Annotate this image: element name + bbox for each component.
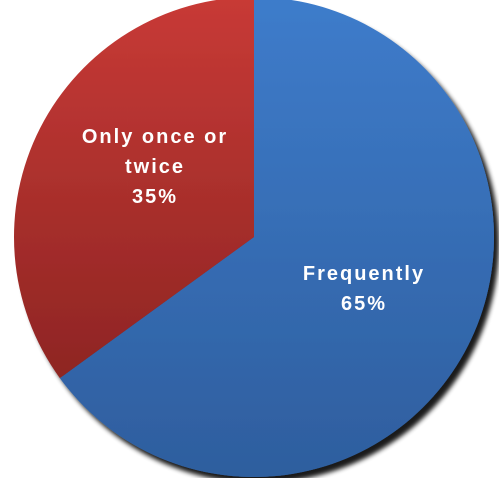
pie-labels: Frequently 65% Only once or twice 35% bbox=[82, 126, 425, 315]
pie-slice-category-0: Frequently bbox=[303, 263, 425, 285]
pie-slice-category-1: Only once or bbox=[82, 126, 228, 148]
pie-slices bbox=[14, 0, 494, 477]
pie-slice-percent-1: 35% bbox=[132, 186, 178, 208]
pie-slice-percent-0: 65% bbox=[341, 293, 387, 315]
pie-slice-category-1: twice bbox=[125, 156, 185, 178]
pie-slice-0 bbox=[59, 0, 494, 477]
pie-slice-label-0: Frequently 65% bbox=[303, 263, 425, 315]
pie-slice-1 bbox=[14, 0, 254, 379]
pie-slice-label-1: Only once or twice 35% bbox=[82, 126, 228, 208]
